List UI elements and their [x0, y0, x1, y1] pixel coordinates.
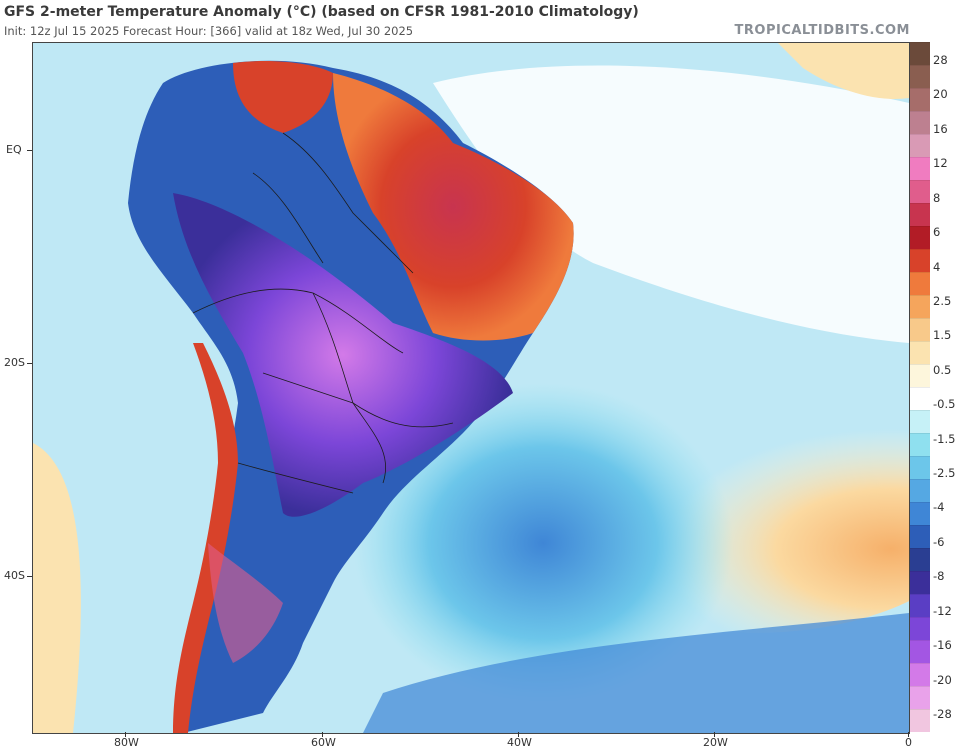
colorbar-swatch — [910, 410, 930, 433]
lat-label-40s: 40S — [4, 569, 25, 582]
colorbar-swatch — [910, 203, 930, 226]
lon-tick-40w — [518, 732, 519, 737]
map-panel — [32, 42, 910, 734]
colorbar-swatch — [910, 134, 930, 157]
warm-anomaly-andes — [173, 343, 238, 733]
lat-tick-20s — [27, 363, 32, 364]
colorbar-swatch — [910, 456, 930, 479]
colorbar-label: -12 — [933, 603, 952, 618]
anomaly-map — [33, 43, 909, 733]
lon-tick-20w — [714, 732, 715, 737]
colorbar-label: -1.5 — [933, 431, 956, 446]
lon-label-80w: 80W — [114, 736, 139, 749]
warm-anomaly-brazil — [333, 73, 574, 341]
colorbar-swatch — [910, 594, 930, 617]
lat-label-eq: EQ — [6, 143, 22, 156]
colorbar-label: -20 — [933, 672, 952, 687]
colorbar-swatch — [910, 686, 930, 709]
colorbar-label: -28 — [933, 707, 952, 721]
colorbar-swatch — [910, 42, 930, 65]
lon-label-0: 0 — [905, 736, 912, 749]
colorbar-swatch — [910, 364, 930, 387]
colorbar-swatch — [910, 525, 930, 548]
colorbar-label: 2.5 — [933, 293, 952, 308]
colorbar-label: 1.5 — [933, 328, 952, 343]
colorbar-label: 20 — [933, 87, 948, 102]
lon-label-40w: 40W — [507, 736, 532, 749]
colorbar-label: -0.5 — [933, 397, 956, 412]
colorbar-label: 4 — [933, 259, 941, 274]
lat-tick-eq — [27, 150, 32, 151]
colorbar-swatch — [910, 249, 930, 272]
colorbar-swatch — [910, 88, 930, 111]
country-borders — [192, 132, 454, 494]
colorbar-swatch — [910, 479, 930, 502]
lon-label-20w: 20W — [703, 736, 728, 749]
strong-cold-anomaly-core — [173, 193, 513, 517]
colorbar-swatch — [910, 341, 930, 364]
colorbar-legend: 28 20 16 12 8 6 4 2.5 1.5 0.5 -0.5 -1.5 -2.5 -4 -6 -8 -1… — [910, 42, 960, 732]
lon-label-60w: 60W — [311, 736, 336, 749]
neutral-anomaly-area — [433, 65, 909, 343]
colorbar-swatch — [910, 180, 930, 203]
colorbar-swatch — [910, 571, 930, 594]
colorbar-label: 0.5 — [933, 362, 952, 377]
colorbar-swatch — [910, 111, 930, 134]
colorbar-label: 12 — [933, 156, 948, 171]
colorbar-swatch — [910, 548, 930, 571]
colorbar-swatch — [910, 387, 930, 410]
pacific-warm-patch — [33, 443, 81, 733]
colorbar-swatch — [910, 433, 930, 456]
colorbar-label: 8 — [933, 190, 941, 205]
colorbar-swatch — [910, 318, 930, 341]
colorbar-swatch — [910, 663, 930, 686]
lat-label-20s: 20S — [4, 356, 25, 369]
colorbar-swatch — [910, 640, 930, 663]
colorbar-swatch — [910, 226, 930, 249]
colorbar-swatch — [910, 295, 930, 318]
colorbar-swatch — [910, 502, 930, 525]
map-subtitle: Init: 12z Jul 15 2025 Forecast Hour: [36… — [4, 24, 414, 38]
colorbar-swatch — [910, 617, 930, 640]
colorbar-swatch — [910, 157, 930, 180]
southern-cold-band — [363, 613, 909, 733]
colorbar-label: 16 — [933, 121, 948, 136]
lat-tick-40s — [27, 576, 32, 577]
lon-tick-60w — [322, 732, 323, 737]
colorbar-label: -2.5 — [933, 466, 956, 481]
colorbar-swatch — [910, 65, 930, 88]
colorbar-label: -6 — [933, 534, 945, 549]
header: GFS 2-meter Temperature Anomaly (°C) (ba… — [0, 0, 960, 42]
lon-tick-0 — [908, 732, 909, 737]
warm-anomaly-north — [233, 61, 333, 133]
watermark: TROPICALTIDBITS.COM — [734, 23, 910, 38]
lon-tick-80w — [125, 732, 126, 737]
colorbar-label: 6 — [933, 225, 941, 240]
colorbar-label: -16 — [933, 638, 952, 653]
colorbar-label: 28 — [933, 53, 948, 67]
warm-anomaly-patagonia — [208, 543, 283, 663]
colorbar-label: -4 — [933, 500, 945, 515]
map-title: GFS 2-meter Temperature Anomaly (°C) (ba… — [4, 4, 639, 20]
colorbar-swatch — [910, 709, 930, 732]
africa-coast — [778, 43, 909, 99]
colorbar-swatch — [910, 272, 930, 295]
cold-ocean-anomaly — [353, 383, 733, 703]
colorbar-label: -8 — [933, 569, 945, 584]
